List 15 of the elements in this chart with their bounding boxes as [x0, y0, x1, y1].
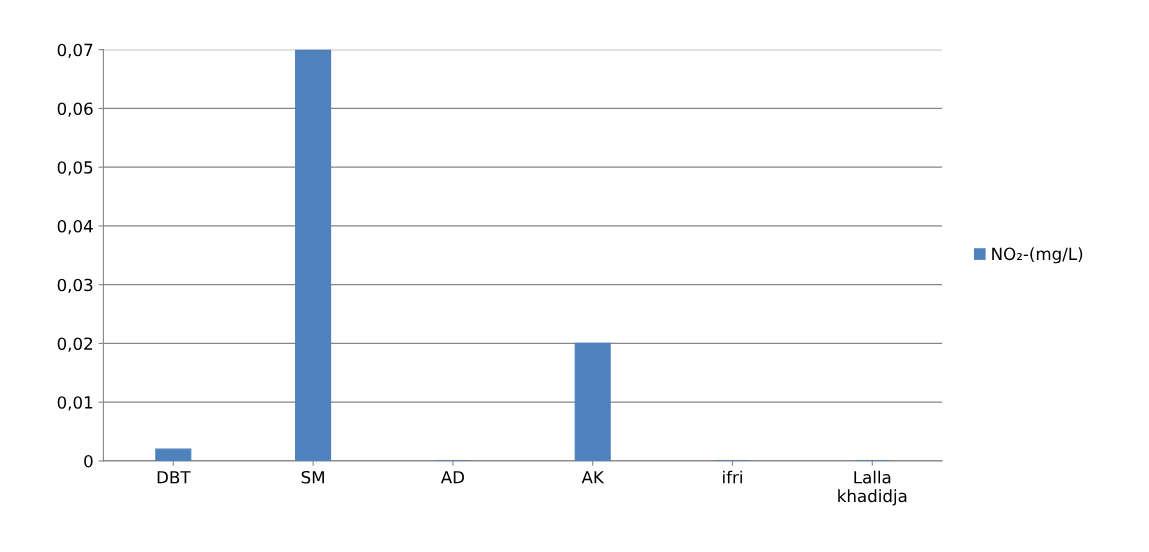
y-tick-label: 0,05	[57, 161, 93, 176]
x-tick-label: Lalla khadidja	[838, 470, 907, 506]
y-tick-label: 0,01	[57, 396, 93, 411]
y-tick-label: 0,02	[57, 337, 93, 352]
legend-label: NO₂-(mg/L)	[992, 247, 1083, 264]
x-tick-label: SM	[301, 470, 324, 484]
x-tick-label: ifri	[723, 470, 742, 484]
y-tick-label: 0,07	[57, 43, 93, 58]
y-tick-label: 0,04	[57, 219, 93, 235]
x-tick-label: DBT	[157, 471, 191, 484]
y-tick-label: 0,06	[57, 102, 93, 117]
x-tick-label: AD	[440, 471, 465, 484]
y-tick-label: 0	[84, 454, 93, 468]
x-tick-label: AK	[581, 471, 605, 484]
y-tick-label: 0,03	[57, 278, 93, 293]
